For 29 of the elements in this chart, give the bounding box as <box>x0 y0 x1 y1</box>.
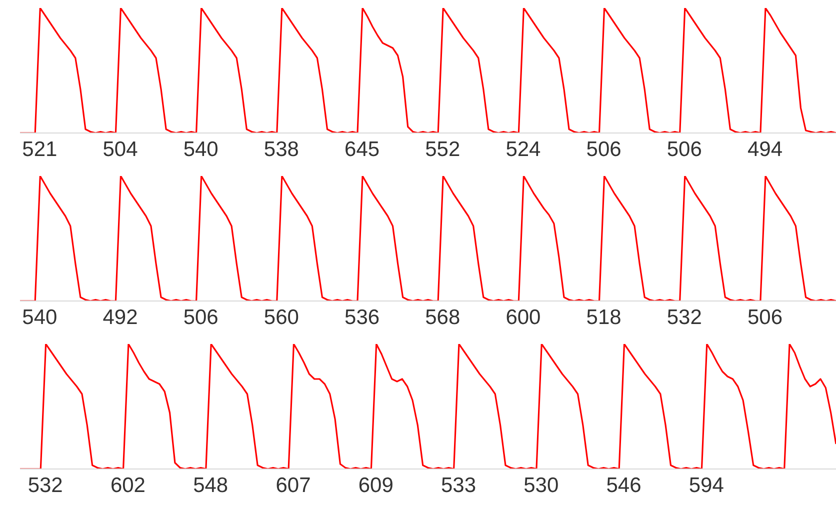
text: 645 <box>344 138 380 162</box>
text: 536 <box>344 306 380 330</box>
text: 552 <box>425 138 460 162</box>
text: 524 <box>506 138 541 162</box>
text: 506 <box>666 138 702 162</box>
text: 568 <box>425 306 460 330</box>
text: 560 <box>264 306 299 330</box>
text: 600 <box>506 306 541 330</box>
text: 548 <box>193 474 228 498</box>
text: 602 <box>110 474 146 498</box>
text: 521 <box>22 138 58 162</box>
text: 594 <box>688 474 724 498</box>
text: 506 <box>586 138 622 162</box>
text: 492 <box>102 306 138 330</box>
text: 609 <box>358 474 394 498</box>
text: 540 <box>183 138 218 162</box>
text: 607 <box>276 474 311 498</box>
text: 540 <box>22 306 58 330</box>
text: 530 <box>524 474 559 498</box>
text: 506 <box>747 306 783 330</box>
text: 533 <box>440 474 476 498</box>
text: 532 <box>28 474 63 498</box>
text: 494 <box>747 138 783 162</box>
text: 538 <box>264 138 299 162</box>
text: 506 <box>183 306 218 330</box>
text: 532 <box>666 306 702 330</box>
text: 518 <box>586 306 622 330</box>
text: 546 <box>606 474 642 498</box>
text: 504 <box>102 138 138 162</box>
